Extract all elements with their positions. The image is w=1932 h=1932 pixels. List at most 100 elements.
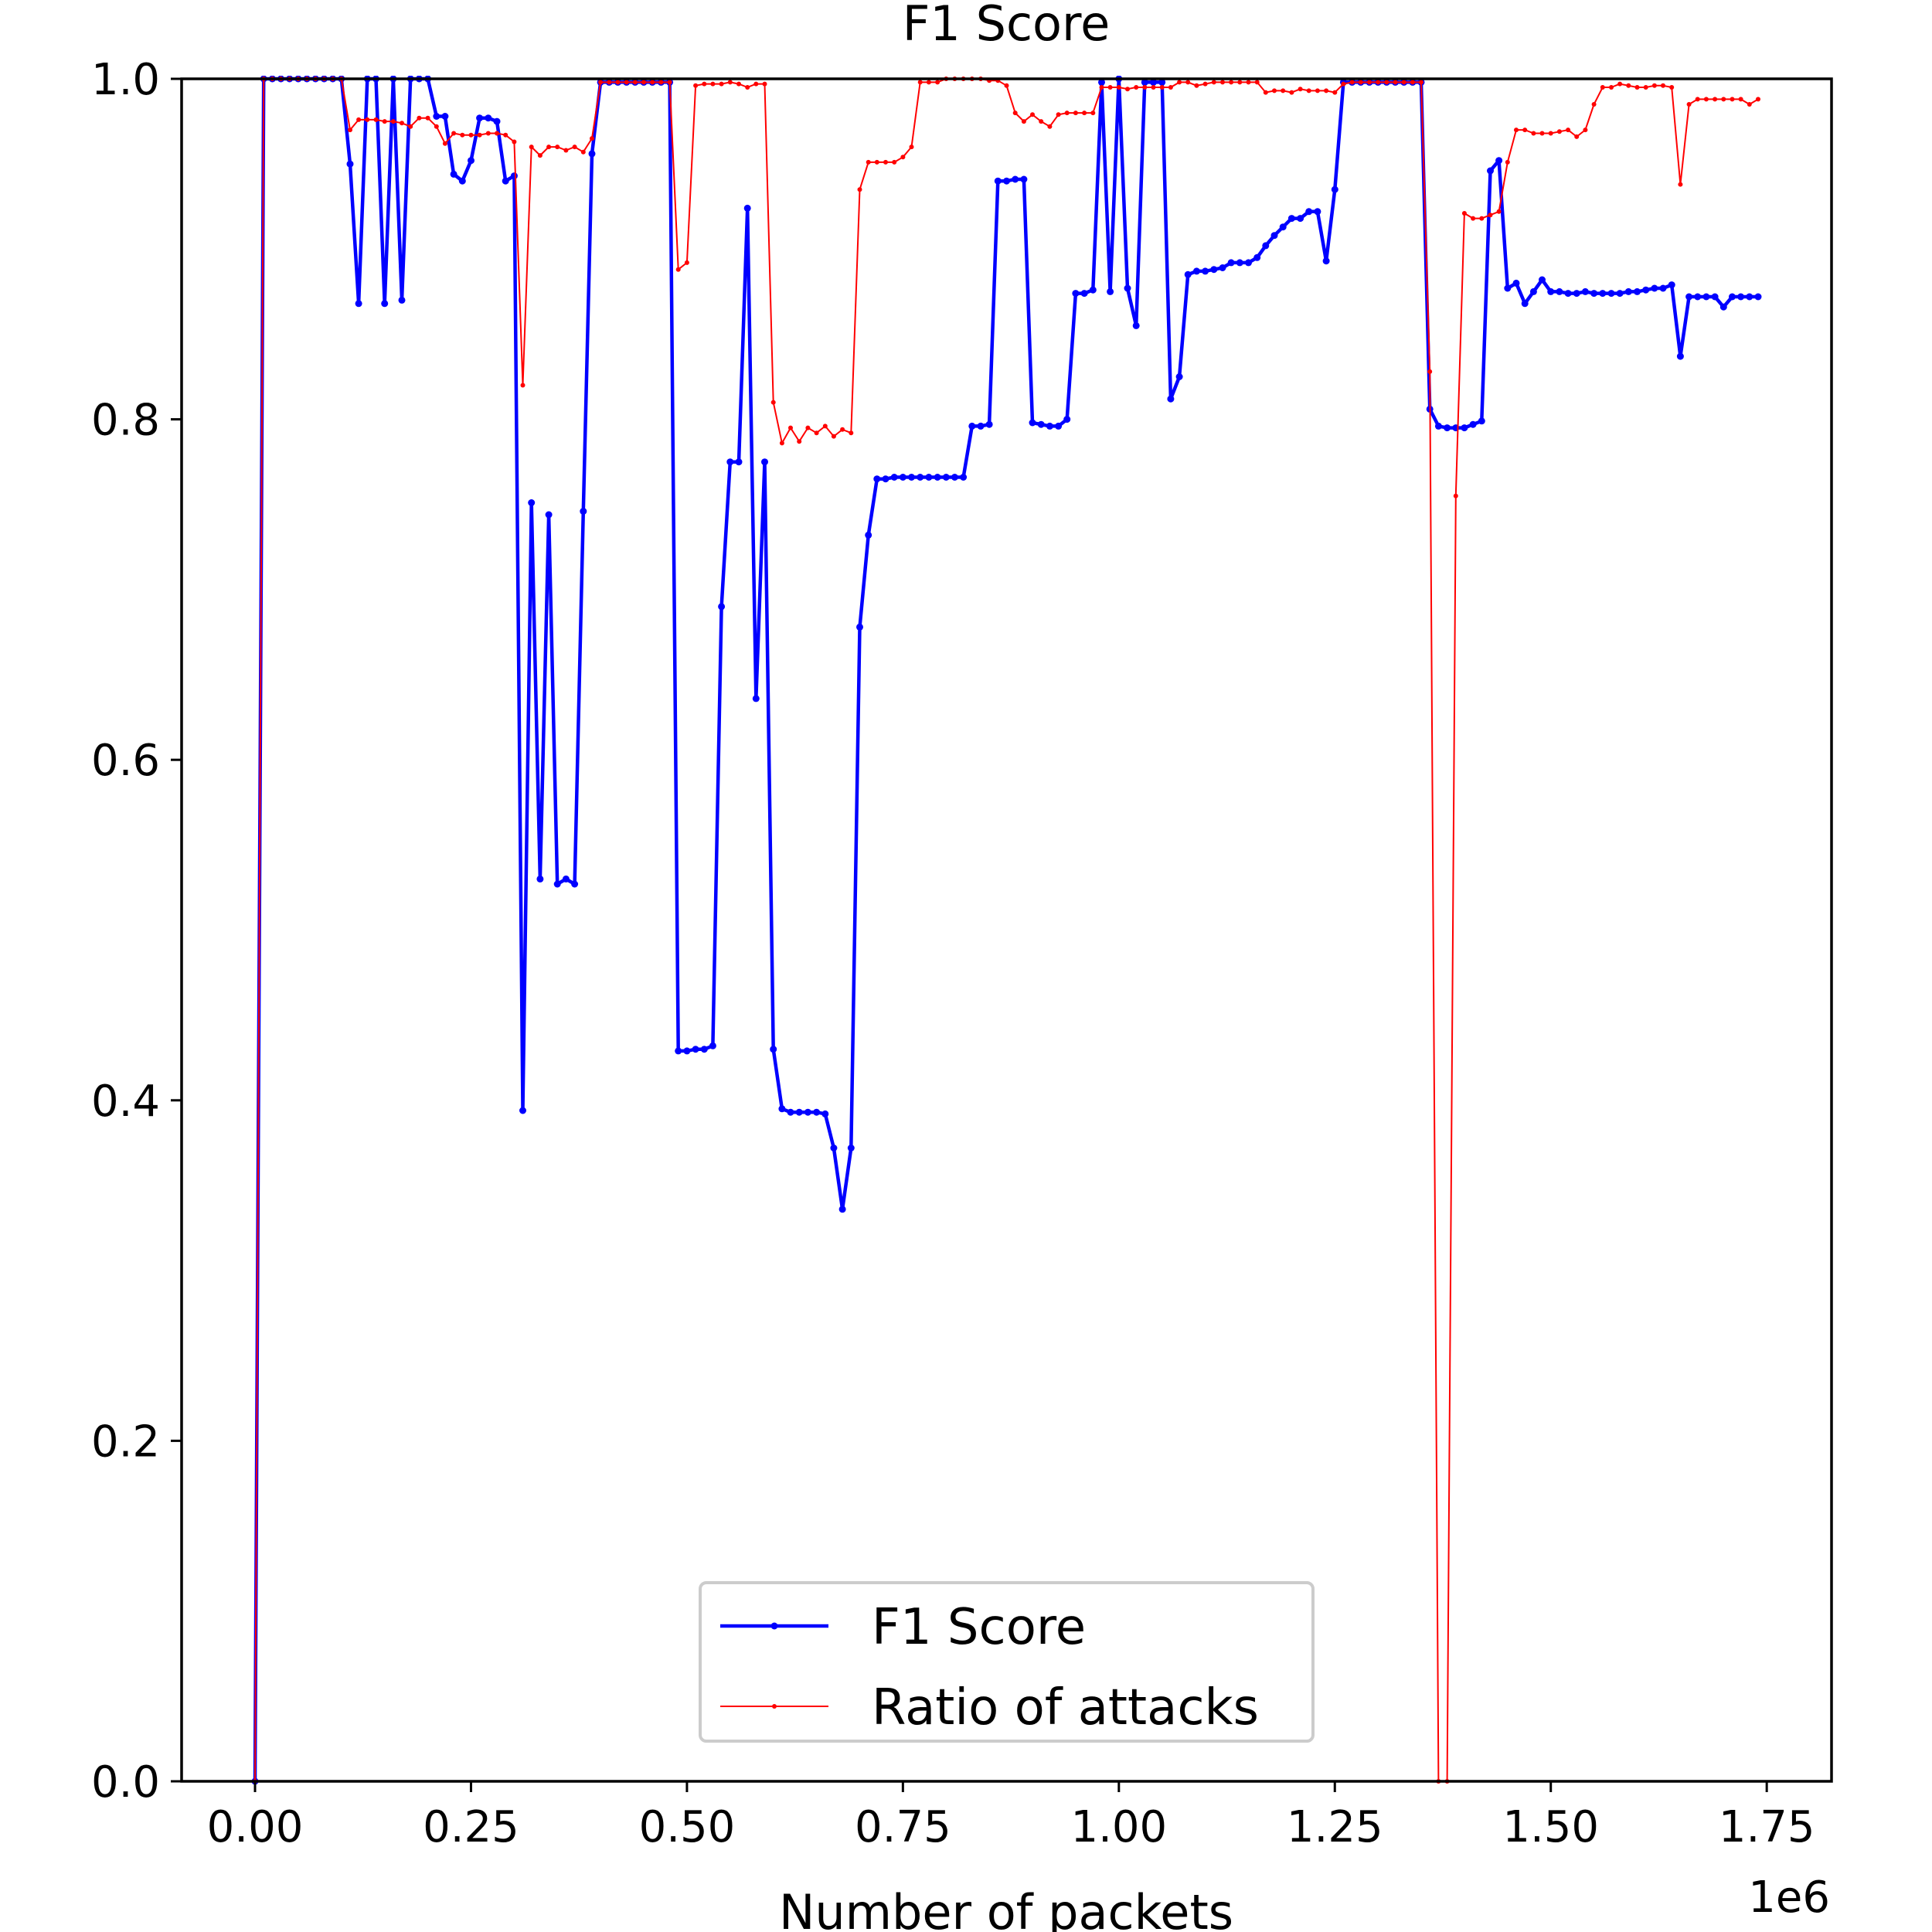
series-point-ratio-of-attacks xyxy=(1703,97,1709,102)
series-point-f1-score xyxy=(709,1042,716,1049)
series-point-ratio-of-attacks xyxy=(874,159,879,165)
series-point-f1-score xyxy=(683,1047,691,1055)
series-point-f1-score xyxy=(977,422,985,430)
series-point-f1-score xyxy=(821,1110,829,1117)
x-tick-label: 1.75 xyxy=(1719,1802,1815,1852)
series-point-ratio-of-attacks xyxy=(1358,80,1363,85)
series-point-f1-score xyxy=(1245,259,1252,267)
series-point-ratio-of-attacks xyxy=(1237,80,1243,85)
series-point-ratio-of-attacks xyxy=(857,187,862,192)
series-point-ratio-of-attacks xyxy=(1281,88,1286,94)
series-point-f1-score xyxy=(830,1145,838,1151)
series-point-f1-score xyxy=(553,880,561,888)
series-point-ratio-of-attacks xyxy=(658,80,664,85)
series-point-ratio-of-attacks xyxy=(1004,83,1009,88)
series-point-ratio-of-attacks xyxy=(1713,97,1718,102)
series-point-f1-score xyxy=(1167,395,1175,403)
series-point-ratio-of-attacks xyxy=(546,145,552,150)
series-point-f1-score xyxy=(1444,424,1451,432)
series-point-f1-score xyxy=(588,150,596,158)
y-tick-label: 0.2 xyxy=(91,1417,160,1467)
series-point-ratio-of-attacks xyxy=(1384,80,1389,85)
series-point-f1-score xyxy=(925,474,933,481)
series-point-ratio-of-attacks xyxy=(1427,369,1433,374)
series-point-f1-score xyxy=(1711,293,1719,301)
series-point-ratio-of-attacks xyxy=(1107,85,1113,90)
x-tick-label: 1.25 xyxy=(1287,1802,1383,1852)
series-point-f1-score xyxy=(1322,257,1330,265)
series-point-f1-score xyxy=(1253,253,1261,261)
series-point-ratio-of-attacks xyxy=(1229,80,1234,85)
y-tick-label: 0.4 xyxy=(91,1077,160,1127)
series-point-f1-score xyxy=(873,475,881,483)
x-axis-title: Number of packets xyxy=(779,1884,1233,1932)
series-point-ratio-of-attacks xyxy=(1047,124,1053,129)
plot-frame xyxy=(180,77,1833,1783)
series-group xyxy=(251,76,1762,1784)
series-point-ratio-of-attacks xyxy=(1591,102,1597,107)
series-point-ratio-of-attacks xyxy=(1289,90,1294,95)
series-point-ratio-of-attacks xyxy=(693,83,699,88)
series-point-f1-score xyxy=(994,177,1002,185)
series-point-f1-score xyxy=(934,474,941,481)
series-point-ratio-of-attacks xyxy=(1479,216,1485,221)
series-point-ratio-of-attacks xyxy=(1064,111,1070,116)
series-point-ratio-of-attacks xyxy=(1039,119,1044,124)
series-point-ratio-of-attacks xyxy=(641,80,646,85)
series-point-ratio-of-attacks xyxy=(1142,85,1148,90)
x-axis-offset-label: 1e6 xyxy=(1748,1872,1830,1923)
series-point-f1-score xyxy=(1461,424,1468,432)
series-point-f1-score xyxy=(743,204,751,212)
series-point-f1-score xyxy=(1607,290,1615,298)
series-point-ratio-of-attacks xyxy=(520,383,526,388)
series-point-f1-score xyxy=(960,474,968,481)
series-point-ratio-of-attacks xyxy=(1548,131,1553,136)
series-point-f1-score xyxy=(1124,284,1131,292)
series-point-f1-score xyxy=(1539,276,1546,284)
series-point-f1-score xyxy=(1141,78,1148,86)
series-point-ratio-of-attacks xyxy=(563,148,569,153)
series-point-f1-score xyxy=(882,475,889,483)
series-point-ratio-of-attacks xyxy=(1566,128,1571,133)
series-point-ratio-of-attacks xyxy=(1185,80,1191,85)
series-point-ratio-of-attacks xyxy=(710,81,716,87)
series-point-ratio-of-attacks xyxy=(1272,88,1277,94)
series-point-f1-score xyxy=(1107,287,1114,295)
series-point-f1-score xyxy=(1037,420,1045,428)
x-tick-label: 0.50 xyxy=(639,1802,736,1852)
series-point-f1-score xyxy=(1158,78,1166,86)
series-point-ratio-of-attacks xyxy=(598,80,604,85)
series-point-f1-score xyxy=(502,177,509,185)
legend: F1 Score Ratio of attacks xyxy=(699,1581,1315,1743)
series-point-ratio-of-attacks xyxy=(1349,80,1355,85)
series-point-f1-score xyxy=(1729,293,1736,301)
series-point-ratio-of-attacks xyxy=(1410,80,1415,85)
series-point-ratio-of-attacks xyxy=(753,81,759,87)
series-point-ratio-of-attacks xyxy=(831,434,836,439)
y-tick-label: 0.8 xyxy=(91,396,160,446)
series-point-f1-score xyxy=(1556,287,1563,295)
series-point-ratio-of-attacks xyxy=(1168,85,1173,90)
series-point-f1-score xyxy=(700,1046,708,1053)
series-point-f1-score xyxy=(1581,287,1589,295)
series-point-ratio-of-attacks xyxy=(477,132,482,138)
series-point-f1-score xyxy=(1495,157,1503,165)
series-point-f1-score xyxy=(485,114,492,122)
x-tick-label: 0.00 xyxy=(207,1802,304,1852)
series-point-f1-score xyxy=(1634,287,1641,295)
series-point-ratio-of-attacks xyxy=(1401,80,1406,85)
series-point-ratio-of-attacks xyxy=(1514,128,1519,133)
x-tick-label: 0.25 xyxy=(423,1802,519,1852)
series-point-f1-score xyxy=(718,603,726,611)
series-point-f1-score xyxy=(468,157,474,165)
series-point-f1-score xyxy=(847,1145,855,1151)
series-point-ratio-of-attacks xyxy=(1341,81,1346,87)
series-point-ratio-of-attacks xyxy=(909,145,914,150)
series-point-f1-score xyxy=(1616,290,1624,298)
series-point-f1-score xyxy=(562,875,570,883)
series-point-ratio-of-attacks xyxy=(1324,88,1329,94)
series-point-ratio-of-attacks xyxy=(607,80,612,85)
series-point-ratio-of-attacks xyxy=(1730,97,1735,102)
series-point-ratio-of-attacks xyxy=(675,267,681,272)
series-point-ratio-of-attacks xyxy=(892,159,897,165)
